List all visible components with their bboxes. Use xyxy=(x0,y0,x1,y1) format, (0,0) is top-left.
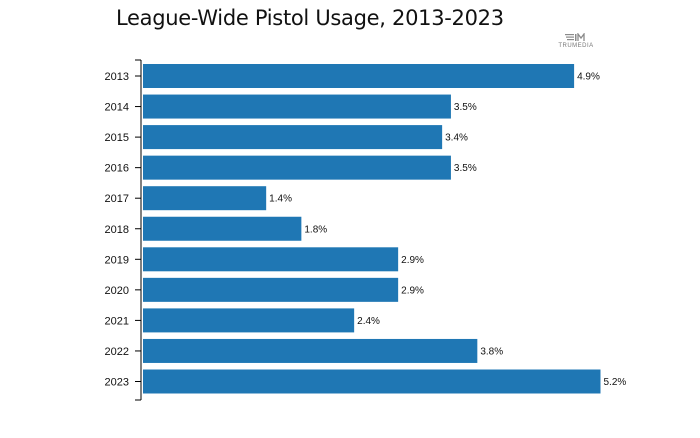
bar-2019 xyxy=(143,247,399,272)
data-label: 2.9% xyxy=(401,285,424,296)
data-label: 1.4% xyxy=(269,194,292,205)
y-tick-label: 2016 xyxy=(105,163,129,175)
trumedia-logo-icon xyxy=(565,33,585,41)
y-tick-label: 2017 xyxy=(105,193,129,205)
y-tick-label: 2014 xyxy=(105,102,129,114)
chart-title: League-Wide Pistol Usage, 2013-2023 xyxy=(116,6,504,30)
bar-2015 xyxy=(143,125,443,150)
data-label: 3.4% xyxy=(445,133,468,144)
bars: 4.9% 3.5% 3.4% 3.5% 1.4% 1.8% 2.9% 2.9% 2.4% 3.8%… xyxy=(143,64,626,394)
data-label: 1.8% xyxy=(304,224,327,235)
logo-text: TRUMEDIA xyxy=(558,43,594,49)
y-tick-label: 2021 xyxy=(105,315,129,327)
data-label: 2.9% xyxy=(401,255,424,266)
bar-2021 xyxy=(143,308,355,333)
trumedia-logo: TRUMEDIA xyxy=(556,33,596,49)
y-tick-label: 2020 xyxy=(105,285,129,297)
bar-2022 xyxy=(143,338,478,363)
data-label: 3.5% xyxy=(454,163,477,174)
y-axis: 2013 2014 2015 2016 2017 2018 2019 2020 2021 2022… xyxy=(105,59,142,401)
bar-2020 xyxy=(143,277,399,302)
y-tick-label: 2019 xyxy=(105,254,129,266)
y-tick-label: 2013 xyxy=(105,71,129,83)
bar-2013 xyxy=(143,64,575,88)
bar-2016 xyxy=(143,155,451,180)
bar-2023 xyxy=(143,369,601,394)
bar-2017 xyxy=(143,186,267,211)
y-tick-label: 2018 xyxy=(105,224,129,236)
data-label: 5.2% xyxy=(604,377,627,388)
y-tick-label: 2022 xyxy=(105,346,129,358)
bar-2018 xyxy=(143,216,302,241)
y-tick-label: 2023 xyxy=(105,377,129,389)
y-tick-label: 2015 xyxy=(105,132,129,144)
bar-2014 xyxy=(143,94,451,119)
data-label: 3.8% xyxy=(480,346,503,357)
data-label: 2.4% xyxy=(357,316,380,327)
data-label: 3.5% xyxy=(454,102,477,113)
data-label: 4.9% xyxy=(577,72,600,83)
